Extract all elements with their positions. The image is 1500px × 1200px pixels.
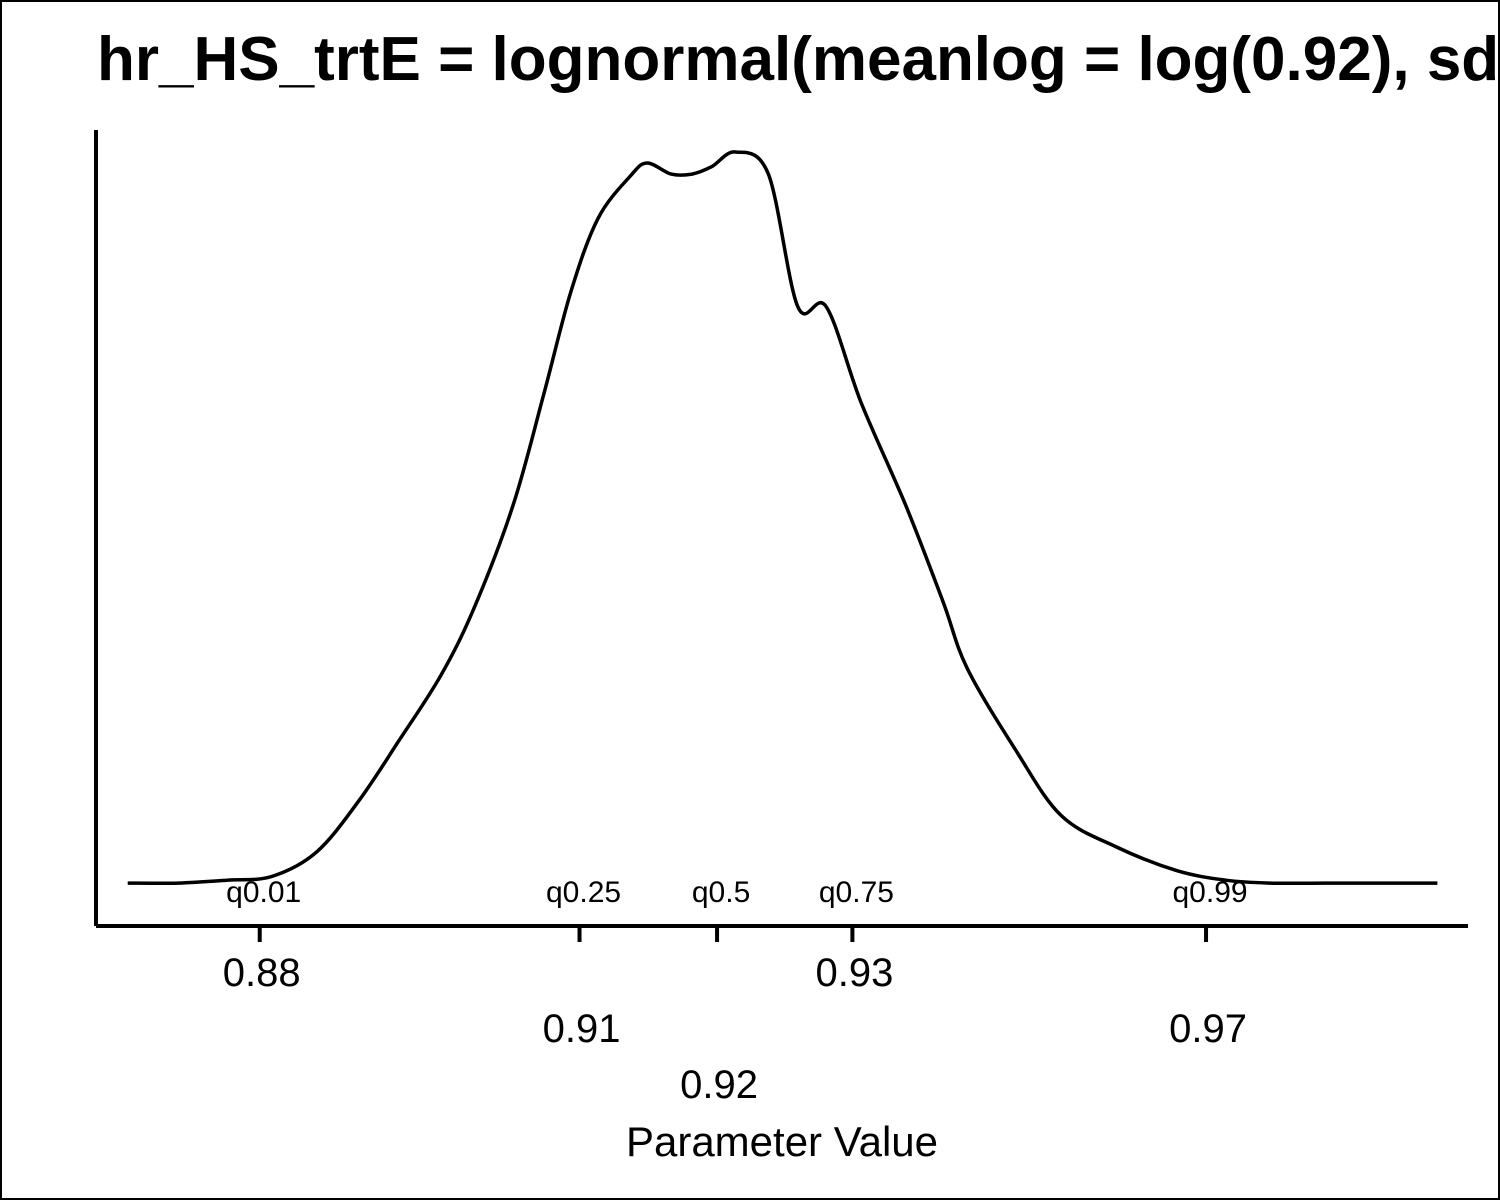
x-tick-label-q0.25: 0.91 xyxy=(543,1007,621,1051)
quantile-label-q0.25: q0.25 xyxy=(546,876,621,909)
quantile-label-q0.75: q0.75 xyxy=(819,876,894,909)
x-tick-label-q0.75: 0.93 xyxy=(815,951,893,995)
x-tick-label-q0.01: 0.88 xyxy=(223,951,301,995)
quantile-label-q0.01: q0.01 xyxy=(226,876,301,909)
quantile-label-q0.5: q0.5 xyxy=(692,876,750,909)
x-tick-label-q0.5: 0.92 xyxy=(680,1063,758,1107)
x-axis-title: Parameter Value xyxy=(626,1118,938,1165)
x-tick-label-q0.99: 0.97 xyxy=(1169,1007,1247,1051)
chart-title: hr_HS_trtE = lognormal(meanlog = log(0.9… xyxy=(97,25,1500,94)
density-curve xyxy=(127,150,1438,886)
quantile-label-q0.99: q0.99 xyxy=(1173,876,1248,909)
quantile-marks: q0.01 0.88 q0.25 0.91 q0.5 0.92 q0.75 0.93 q0.99… xyxy=(223,876,1248,1107)
